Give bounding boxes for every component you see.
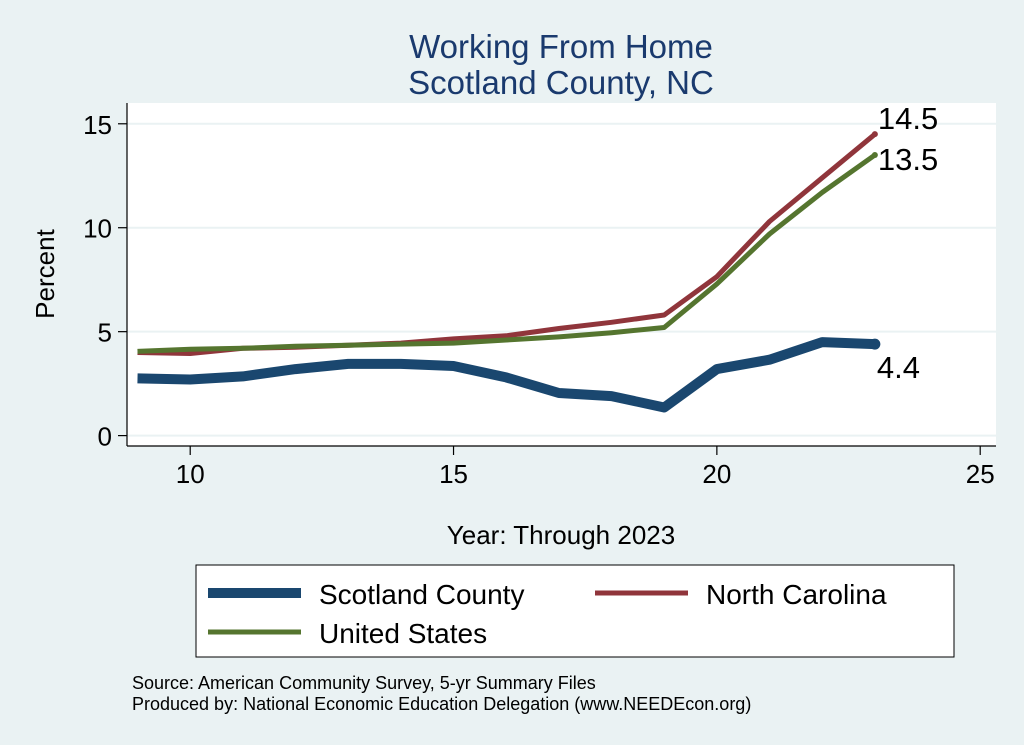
legend: Scotland County North Carolina United St… xyxy=(195,564,955,658)
gridlines xyxy=(127,122,996,437)
x-tick-label: 10 xyxy=(176,459,205,489)
end-point-north-carolina xyxy=(871,131,878,138)
end-labels: 4.4 14.5 13.5 xyxy=(877,101,938,385)
end-point-scotland-county xyxy=(869,338,881,350)
legend-label-scotland-county: Scotland County xyxy=(319,579,524,610)
x-axis-label: Year: Through 2023 xyxy=(447,520,675,550)
legend-label-united-states: United States xyxy=(319,618,487,649)
source-note: Source: American Community Survey, 5-yr … xyxy=(132,673,596,693)
series-line-united-states xyxy=(137,152,877,354)
end-label-north-carolina: 14.5 xyxy=(878,101,938,136)
y-tick-label: 0 xyxy=(98,422,112,452)
chart-title: Working From Home xyxy=(409,28,713,65)
series-group xyxy=(137,131,881,413)
legend-box xyxy=(195,564,955,658)
y-axis-label: Percent xyxy=(30,228,60,318)
legend-label-north-carolina: North Carolina xyxy=(706,579,887,610)
x-tick-label: 20 xyxy=(702,459,731,489)
axes: 0 5 10 15 10 15 20 25 xyxy=(83,103,996,489)
y-tick-label: 10 xyxy=(83,214,112,244)
chart-subtitle: Scotland County, NC xyxy=(408,64,714,101)
series-line-scotland-county xyxy=(137,337,876,413)
end-label-united-states: 13.5 xyxy=(878,142,938,177)
producer-note: Produced by: National Economic Education… xyxy=(132,694,751,714)
x-tick-label: 15 xyxy=(439,459,468,489)
x-tick-label: 25 xyxy=(966,459,995,489)
end-point-united-states xyxy=(871,151,878,158)
end-label-scotland-county: 4.4 xyxy=(877,350,920,385)
y-tick-label: 5 xyxy=(98,318,112,348)
y-tick-label: 15 xyxy=(83,110,112,140)
